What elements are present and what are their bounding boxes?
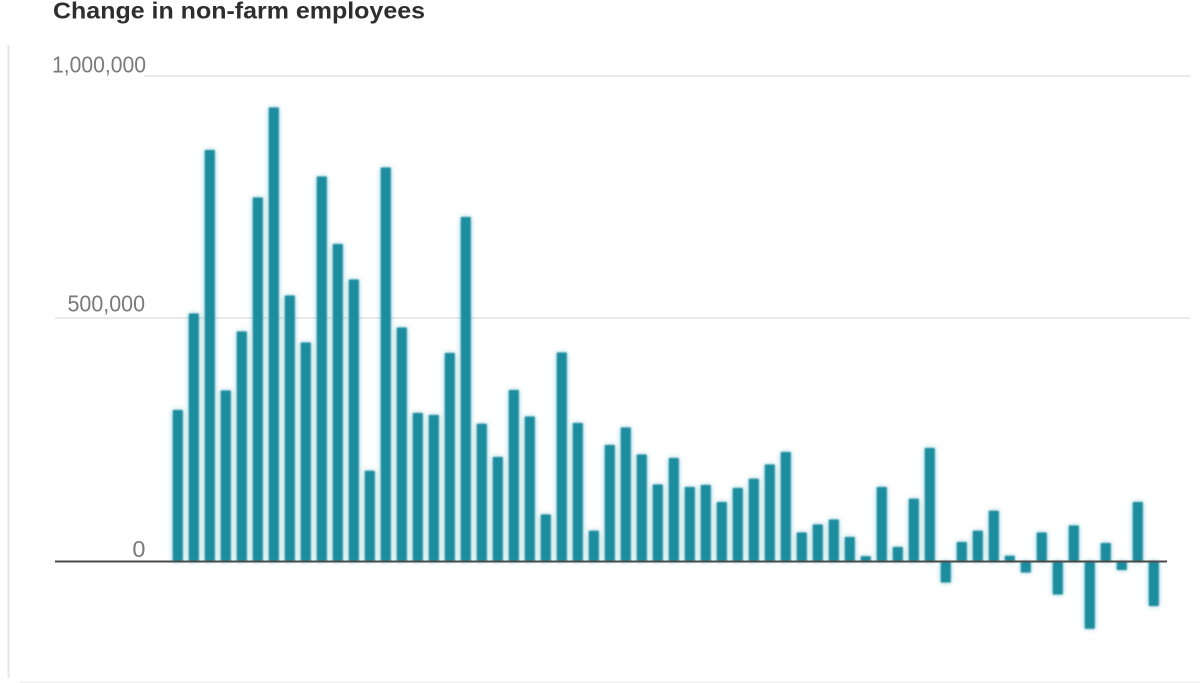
svg-text:500,000: 500,000 <box>68 291 146 317</box>
svg-text:Change in non-farm employees: Change in non-farm employees <box>53 0 425 24</box>
svg-text:1,000,000: 1,000,000 <box>52 52 146 78</box>
svg-text:0: 0 <box>132 536 145 562</box>
